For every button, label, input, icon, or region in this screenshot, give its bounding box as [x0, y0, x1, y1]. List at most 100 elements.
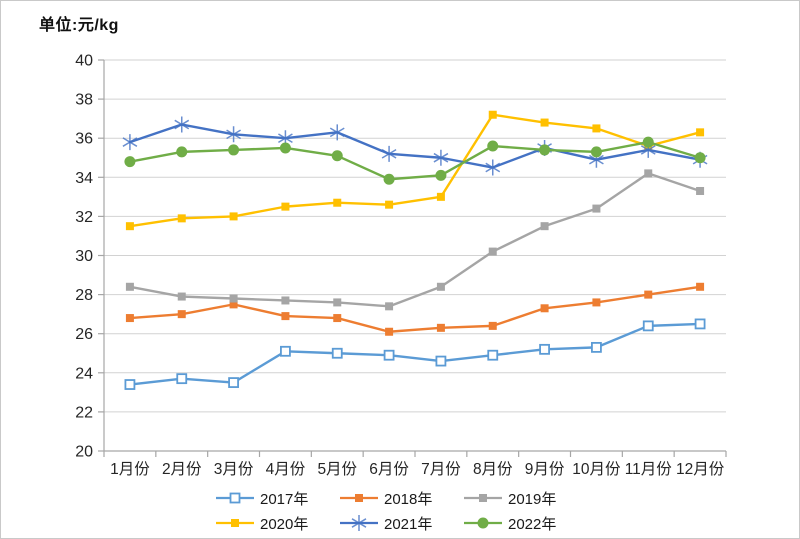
y-tick-label-22: 22: [75, 404, 93, 421]
x-tick-label-12: 12月份: [676, 460, 725, 478]
data-point-marker: [488, 321, 497, 330]
data-point-marker: [122, 134, 138, 151]
chart-title: 单位:元/kg: [39, 17, 119, 34]
x-tick-label-6: 6月份: [369, 460, 409, 478]
data-point-marker: [229, 294, 238, 303]
data-point-marker: [487, 140, 499, 152]
x-tick-label-4: 4月份: [266, 460, 306, 478]
legend-item-2019年: 2019年: [463, 486, 587, 510]
data-point-marker: [540, 304, 549, 313]
data-point-marker: [281, 296, 290, 305]
data-point-marker: [479, 494, 487, 502]
data-point-marker: [355, 494, 363, 502]
series-2022年: [124, 136, 706, 185]
data-point-marker: [590, 146, 602, 158]
data-point-marker: [435, 169, 447, 181]
data-point-marker: [642, 136, 654, 148]
series-2017年: [124, 318, 706, 390]
y-tick-label-40: 40: [75, 53, 93, 70]
data-point-marker: [177, 214, 186, 223]
series-2020年: [125, 110, 705, 231]
data-point-marker: [125, 222, 134, 231]
data-point-marker: [351, 515, 367, 531]
legend-marker-2017年: [216, 492, 254, 504]
legend-item-2022年: 2022年: [463, 511, 587, 535]
data-point-marker: [696, 128, 705, 137]
data-point-marker: [125, 314, 134, 323]
series-line-2021年: [128, 123, 702, 169]
y-tick-label-24: 24: [75, 365, 93, 382]
series-line-2022年: [128, 140, 702, 181]
y-tick-labels: 20 22 24 26 28 30 32 34 36 38 40: [75, 53, 104, 461]
series-line-2017年: [128, 322, 702, 386]
x-tick-label-1: 1月份: [110, 460, 150, 478]
data-point-marker: [592, 124, 601, 133]
chart-plot-area: 20 22 24 26 28 30 32 34 36 38 40 1月份 2月份 3月份 4月份 5月份 6月份…: [75, 53, 727, 478]
data-point-marker: [281, 312, 290, 321]
data-point-marker: [177, 310, 186, 319]
data-point-marker: [694, 152, 706, 164]
data-point-marker: [177, 292, 186, 301]
data-point-marker: [331, 347, 343, 359]
data-point-marker: [539, 343, 550, 355]
x-tick-label-10: 10月份: [572, 460, 621, 478]
data-point-marker: [477, 517, 489, 529]
x-tick-label-9: 9月份: [525, 460, 565, 478]
legend-label-2021年: 2021年: [384, 515, 433, 533]
data-point-marker: [591, 341, 602, 353]
data-point-marker: [329, 124, 345, 141]
legend-label-2022年: 2022年: [508, 515, 557, 533]
legend-marker-2019年: [464, 494, 502, 502]
data-point-marker: [488, 110, 497, 119]
data-point-marker: [644, 290, 653, 299]
data-point-marker: [694, 318, 706, 330]
data-point-marker: [331, 150, 343, 162]
data-point-marker: [539, 144, 551, 156]
y-tick-label-30: 30: [75, 248, 93, 265]
data-point-marker: [487, 349, 499, 361]
y-tick-label-28: 28: [75, 287, 93, 304]
data-point-marker: [228, 377, 239, 388]
legend-row-2: 2020年 2021年 2022年: [215, 511, 587, 535]
series-2019年: [125, 169, 705, 311]
y-tick-label-38: 38: [75, 92, 93, 109]
data-point-marker: [228, 144, 240, 156]
data-point-marker: [696, 282, 705, 291]
data-point-marker: [696, 186, 705, 195]
data-point-marker: [124, 379, 136, 390]
data-point-marker: [229, 300, 238, 309]
data-point-marker: [333, 198, 342, 207]
legend-label-2019年: 2019年: [508, 490, 557, 508]
x-tick-label-5: 5月份: [317, 460, 357, 478]
data-point-marker: [381, 145, 397, 162]
data-point-marker: [231, 519, 239, 527]
y-tick-label-26: 26: [75, 326, 93, 343]
data-point-marker: [485, 159, 501, 176]
data-point-marker: [333, 298, 342, 307]
data-point-marker: [383, 173, 395, 185]
data-point-marker: [436, 323, 445, 332]
data-point-marker: [644, 169, 653, 178]
data-point-marker: [385, 302, 394, 311]
data-point-marker: [433, 149, 449, 166]
data-point-marker: [280, 345, 291, 357]
y-tick-label-20: 20: [75, 444, 93, 461]
data-point-marker: [436, 282, 445, 291]
legend-marker-2022年: [464, 517, 502, 529]
series-line-2020年: [128, 113, 702, 228]
x-tick-label-11: 11月份: [625, 460, 673, 478]
legend-marker-2020年: [216, 519, 254, 527]
data-point-marker: [279, 142, 291, 154]
data-point-marker: [125, 282, 134, 291]
data-point-marker: [385, 200, 394, 209]
data-point-marker: [124, 156, 136, 168]
data-point-marker: [383, 349, 395, 361]
legend-marker-2021年: [340, 515, 378, 531]
y-tick-label-32: 32: [75, 209, 93, 226]
data-point-marker: [229, 492, 241, 504]
data-point-marker: [385, 327, 394, 336]
y-tick-label-36: 36: [75, 131, 93, 148]
data-point-marker: [540, 222, 549, 231]
legend-item-2018年: 2018年: [339, 486, 463, 510]
